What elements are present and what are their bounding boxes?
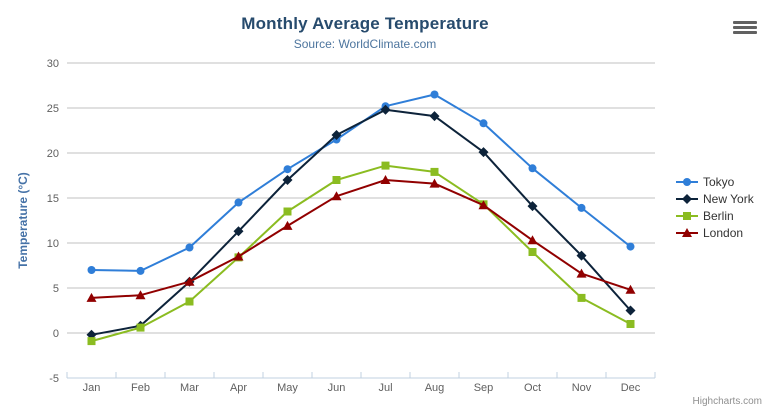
point-new-york-may[interactable] <box>282 175 293 185</box>
point-berlin-nov[interactable] <box>577 293 586 302</box>
legend-marker-tokyo <box>676 177 698 186</box>
point-berlin-aug[interactable] <box>430 167 439 176</box>
legend-item-label: London <box>703 225 744 240</box>
legend-marker-london <box>676 227 698 237</box>
x-axis-tick-label: Nov <box>572 382 592 394</box>
point-new-york-aug[interactable] <box>429 111 440 122</box>
series-line-tokyo <box>90 93 632 272</box>
chart-subtitle: Source: WorldClimate.com <box>293 37 437 51</box>
x-axis-tick-label: Jun <box>328 382 346 394</box>
point-new-york-nov[interactable] <box>576 250 587 261</box>
y-axis-tick-label: 15 <box>47 193 59 205</box>
point-berlin-dec[interactable] <box>626 320 635 328</box>
point-london-feb[interactable] <box>135 290 146 300</box>
x-axis-tick-label: Apr <box>230 382 247 394</box>
legend-item-berlin[interactable]: Berlin <box>676 208 754 223</box>
y-axis-title: Temperature (°C) <box>16 172 30 269</box>
x-axis-tick-label: Jul <box>378 382 392 394</box>
chart-title: Monthly Average Temperature <box>241 14 489 33</box>
point-tokyo-apr[interactable] <box>234 198 243 207</box>
point-london-oct[interactable] <box>527 235 538 245</box>
point-berlin-jul[interactable] <box>381 161 390 170</box>
point-berlin-feb[interactable] <box>136 323 145 332</box>
legend-item-label: New York <box>703 191 754 206</box>
point-tokyo-aug[interactable] <box>430 90 439 99</box>
point-new-york-dec[interactable] <box>625 305 636 316</box>
series-line-london <box>90 179 632 299</box>
point-tokyo-sep[interactable] <box>479 119 488 128</box>
point-tokyo-nov[interactable] <box>577 203 586 212</box>
point-tokyo-may[interactable] <box>283 165 292 174</box>
point-berlin-may[interactable] <box>283 207 292 216</box>
export-menu-button[interactable] <box>731 17 759 37</box>
y-axis-tick-label: 25 <box>47 103 59 115</box>
point-new-york-jun[interactable] <box>331 130 342 140</box>
point-tokyo-oct[interactable] <box>528 164 537 173</box>
point-london-aug[interactable] <box>429 178 440 188</box>
point-london-nov[interactable] <box>576 268 587 278</box>
y-axis-tick-label: -5 <box>49 373 59 385</box>
point-london-may[interactable] <box>282 220 293 230</box>
point-tokyo-mar[interactable] <box>185 243 194 252</box>
y-axis-tick-label: 5 <box>53 283 59 295</box>
point-new-york-jul[interactable] <box>380 104 391 115</box>
x-axis-tick-label: Feb <box>131 382 150 394</box>
legend-item-label: Tokyo <box>703 174 735 189</box>
x-axis-tick-label: Dec <box>621 382 641 394</box>
credits-link[interactable]: Highcharts.com <box>692 396 762 407</box>
point-tokyo-feb[interactable] <box>136 266 145 275</box>
point-london-jun[interactable] <box>331 191 342 201</box>
x-axis-tick-label: Aug <box>425 382 445 394</box>
series-line-new-york <box>90 108 632 336</box>
point-berlin-jun[interactable] <box>332 176 341 184</box>
point-new-york-apr[interactable] <box>233 226 244 237</box>
x-axis-tick-label: Sep <box>474 382 494 394</box>
point-new-york-sep[interactable] <box>478 147 489 158</box>
point-new-york-oct[interactable] <box>527 201 538 212</box>
x-axis-tick-label: May <box>277 382 298 394</box>
hamburger-icon <box>733 20 757 34</box>
x-axis-tick-label: Jan <box>83 382 101 394</box>
y-axis-tick-label: 30 <box>47 58 59 70</box>
legend-item-london[interactable]: London <box>676 225 754 240</box>
legend-item-label: Berlin <box>703 208 734 223</box>
x-axis-tick-label: Oct <box>524 382 541 394</box>
legend-item-new-york[interactable]: New York <box>676 191 754 206</box>
point-london-jan[interactable] <box>86 292 97 302</box>
y-axis-tick-label: 10 <box>47 238 59 250</box>
point-london-dec[interactable] <box>625 284 636 294</box>
point-berlin-jan[interactable] <box>87 337 96 346</box>
legend-marker-new-york <box>676 193 698 204</box>
point-berlin-oct[interactable] <box>528 248 537 256</box>
point-tokyo-jan[interactable] <box>87 266 96 274</box>
x-axis-tick-label: Mar <box>180 382 199 394</box>
legend-marker-berlin <box>676 211 698 220</box>
point-london-jul[interactable] <box>380 175 391 184</box>
legend-item-tokyo[interactable]: Tokyo <box>676 174 754 189</box>
point-london-mar[interactable] <box>184 276 195 286</box>
point-london-apr[interactable] <box>233 251 244 261</box>
y-axis-tick-label: 20 <box>47 148 59 160</box>
y-axis-tick-label: 0 <box>53 328 59 340</box>
point-berlin-mar[interactable] <box>185 297 194 306</box>
point-london-sep[interactable] <box>478 200 489 210</box>
series-line-berlin <box>90 164 632 343</box>
legend: Tokyo New York Berlin London <box>676 174 754 240</box>
point-tokyo-dec[interactable] <box>626 242 635 251</box>
